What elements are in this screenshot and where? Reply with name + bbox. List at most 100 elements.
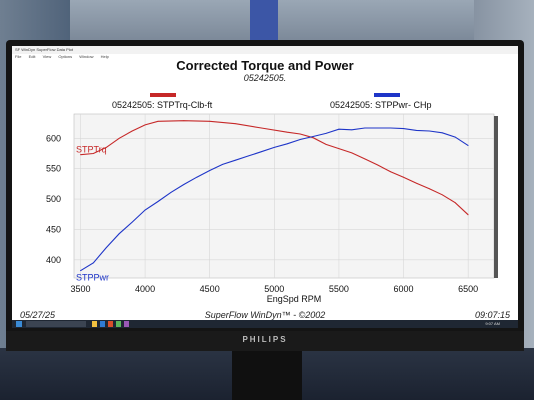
- series-point-power: [467, 145, 469, 146]
- taskbar: 9:07 AM: [12, 320, 518, 328]
- series-point-torque: [454, 202, 456, 204]
- series-point-torque: [312, 137, 314, 139]
- start-button[interactable]: [16, 321, 22, 327]
- menu-window[interactable]: Window: [79, 54, 94, 59]
- footer-date: 05/27/25: [20, 310, 56, 320]
- series-point-torque: [467, 214, 469, 216]
- series-point-torque: [260, 127, 262, 129]
- menu-view[interactable]: View: [42, 54, 52, 59]
- series-point-torque: [235, 123, 236, 125]
- series-point-torque: [351, 152, 353, 154]
- series-point-power: [299, 139, 301, 140]
- series-point-power: [403, 128, 404, 129]
- series-point-power: [338, 128, 340, 130]
- series-point-power: [80, 270, 81, 272]
- series-point-power: [105, 247, 107, 249]
- series-point-power: [416, 130, 417, 131]
- series-point-power: [170, 191, 172, 193]
- series-point-power: [157, 201, 159, 202]
- series-point-power: [118, 233, 120, 235]
- series-point-torque: [390, 171, 392, 173]
- series-point-torque: [377, 164, 379, 166]
- series-point-power: [183, 184, 185, 185]
- series-point-power: [196, 176, 198, 178]
- chart-title: Corrected Torque and Power: [176, 58, 354, 73]
- series-point-torque: [183, 120, 185, 122]
- menu-options[interactable]: Options: [58, 54, 73, 59]
- series-point-power: [454, 136, 456, 138]
- menu-help[interactable]: Help: [100, 54, 109, 59]
- taskbar-search[interactable]: [26, 321, 86, 327]
- menu-edit[interactable]: Edit: [28, 54, 36, 59]
- chart-plot: 3500 4000 4500 5000 5500 6000 6500 400 450 500 550…: [46, 113, 498, 304]
- plot-area: [73, 113, 495, 279]
- series-point-power: [92, 262, 94, 264]
- monitor-chin: PHILIPS: [6, 331, 524, 351]
- series-point-power: [286, 143, 288, 145]
- series-point-torque: [338, 148, 340, 150]
- window-titlebar[interactable]: SF WinDyn SuperFlow Data Plot: [12, 46, 518, 54]
- x-tick-label: 5000: [264, 284, 284, 294]
- series-point-torque: [299, 133, 301, 135]
- series-point-torque: [441, 194, 443, 196]
- x-tick-label: 5500: [329, 284, 349, 294]
- series-point-torque: [157, 120, 159, 122]
- y-tick-label: 500: [46, 194, 61, 204]
- footer-brand: SuperFlow WinDyn™ - ©2002: [204, 310, 326, 320]
- series-inline-label-power: STPPwr: [76, 273, 109, 283]
- series-point-power: [377, 127, 379, 129]
- legend-label-torque: 05242505: STPTrq-Clb-ft: [112, 100, 213, 110]
- series-point-power: [273, 147, 275, 148]
- series-point-power: [351, 129, 353, 131]
- app-icon[interactable]: [116, 321, 121, 327]
- series-point-torque: [118, 137, 120, 139]
- series-point-power: [390, 127, 392, 129]
- legend-swatch-power: [374, 93, 400, 97]
- series-point-torque: [428, 188, 430, 190]
- menu-bar: File Edit View Options Window Help: [12, 54, 518, 60]
- plot-right-border: [494, 116, 498, 278]
- series-point-power: [131, 221, 133, 223]
- series-point-power: [364, 127, 366, 129]
- series-point-torque: [144, 124, 146, 126]
- window-title: SF WinDyn SuperFlow Data Plot: [15, 47, 74, 52]
- x-tick-label: 4500: [200, 284, 220, 294]
- y-tick-label: 600: [46, 133, 61, 143]
- screen: SF WinDyn SuperFlow Data Plot File Edit …: [12, 46, 518, 328]
- edge-icon[interactable]: [100, 321, 105, 327]
- legend-swatch-torque: [150, 93, 176, 97]
- series-point-power: [428, 130, 430, 132]
- series-point-torque: [325, 143, 327, 145]
- legend-label-power: 05242505: STPPwr- CHp: [330, 100, 432, 110]
- series-point-torque: [286, 131, 288, 133]
- series-point-torque: [416, 182, 417, 184]
- windyn-icon[interactable]: [124, 321, 129, 327]
- y-tick-label: 550: [46, 164, 61, 174]
- blue-pillar: [250, 0, 278, 45]
- x-tick-label: 4000: [135, 284, 155, 294]
- file-explorer-icon[interactable]: [92, 321, 97, 327]
- chart-subtitle: 05242505.: [243, 73, 287, 83]
- series-point-torque: [364, 158, 366, 160]
- series-point-torque: [92, 153, 94, 154]
- series-point-power: [248, 155, 249, 157]
- series-point-power: [441, 132, 443, 134]
- series-point-power: [235, 159, 236, 161]
- footer-time: 09:07:15: [474, 310, 510, 320]
- series-line-torque: [80, 120, 469, 216]
- series-point-power: [312, 136, 314, 137]
- y-tick-label: 400: [46, 255, 61, 265]
- series-point-torque: [80, 154, 81, 156]
- series-point-power: [222, 164, 224, 165]
- x-tick-label: 6000: [394, 284, 414, 294]
- series-point-power: [209, 170, 211, 171]
- series-point-power: [260, 151, 262, 153]
- x-tick-label: 3500: [70, 284, 90, 294]
- monitor-brand: PHILIPS: [242, 335, 288, 344]
- store-icon[interactable]: [108, 321, 113, 327]
- menu-file[interactable]: File: [15, 54, 22, 59]
- monitor-stand: [232, 351, 302, 400]
- x-tick-label: 6500: [458, 284, 478, 294]
- y-tick-label: 450: [46, 224, 61, 234]
- series-point-torque: [403, 176, 404, 178]
